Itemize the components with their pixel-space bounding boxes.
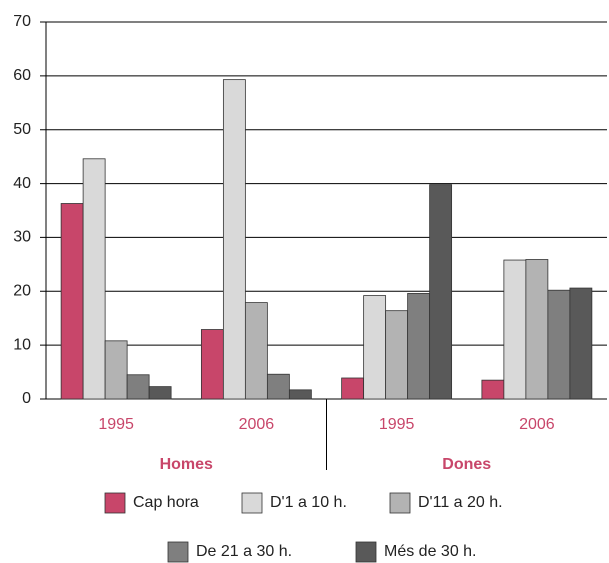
- x-tick-label: 2006: [519, 416, 555, 433]
- bar: [407, 293, 431, 400]
- legend-label: D'1 a 10 h.: [270, 494, 347, 511]
- bar: [148, 386, 172, 400]
- y-tick-label: 10: [13, 336, 31, 353]
- bar: [363, 295, 387, 400]
- x-tick-label: 2006: [239, 416, 275, 433]
- bar: [244, 302, 268, 400]
- legend-swatch: [104, 492, 126, 514]
- y-tick-label: 30: [13, 229, 31, 246]
- bar: [429, 184, 453, 400]
- bar: [222, 79, 246, 400]
- bar: [547, 289, 571, 400]
- legend-label: De 21 a 30 h.: [196, 543, 292, 560]
- bar: [569, 287, 593, 400]
- bar: [200, 329, 224, 400]
- x-tick-label: 1995: [379, 416, 415, 433]
- bar: [266, 373, 290, 400]
- bar: [104, 340, 128, 400]
- y-tick-label: 0: [22, 390, 31, 407]
- bar: [288, 389, 312, 400]
- y-tick-label: 50: [13, 121, 31, 138]
- bar: [82, 158, 106, 400]
- y-tick-label: 40: [13, 175, 31, 192]
- legend-label: Més de 30 h.: [384, 543, 477, 560]
- bar: [60, 203, 84, 400]
- legend-label: D'11 a 20 h.: [418, 494, 503, 511]
- y-tick-label: 60: [13, 67, 31, 84]
- bar: [126, 374, 150, 400]
- group-label: Homes: [160, 456, 213, 473]
- bar: [525, 259, 549, 400]
- bar: [481, 379, 505, 400]
- y-tick-label: 20: [13, 283, 31, 300]
- legend-swatch: [167, 541, 189, 563]
- legend-swatch: [389, 492, 411, 514]
- legend-swatch: [241, 492, 263, 514]
- bar: [341, 377, 365, 400]
- legend-label: Cap hora: [133, 494, 199, 511]
- x-tick-label: 1995: [98, 416, 134, 433]
- bar: [503, 259, 527, 400]
- legend-swatch: [355, 541, 377, 563]
- group-label: Dones: [442, 456, 491, 473]
- bar: [385, 310, 409, 400]
- y-tick-label: 70: [13, 13, 31, 30]
